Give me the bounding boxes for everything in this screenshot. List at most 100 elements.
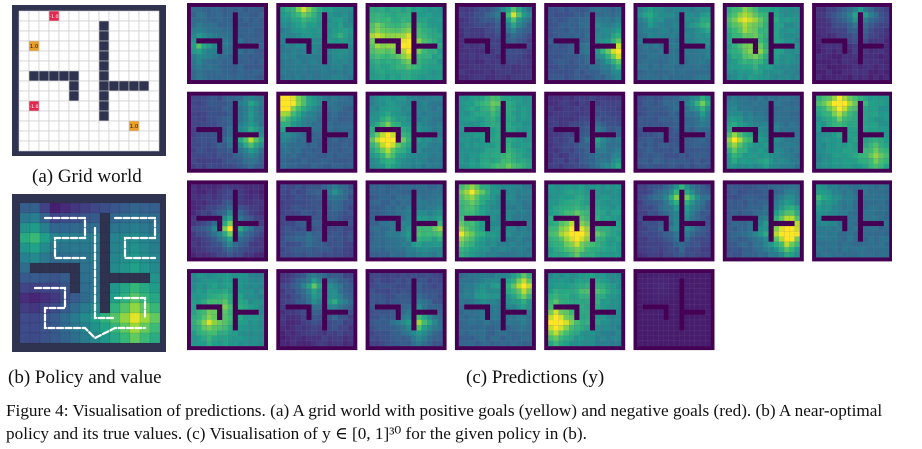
prediction-cell: [201, 194, 207, 201]
prediction-cell: [216, 158, 223, 164]
prediction-cell: [332, 199, 338, 206]
prediction-cell: [763, 205, 769, 211]
prediction-cell: [500, 241, 506, 248]
prediction-cell: [516, 236, 522, 242]
prediction-cell: [332, 194, 338, 201]
prediction-cell: [285, 231, 291, 237]
prediction-cell: [421, 158, 428, 164]
floor-cell: [118, 100, 130, 112]
prediction-cell: [847, 38, 853, 44]
prediction-cell: [526, 53, 533, 60]
prediction-cell: [405, 64, 412, 70]
prediction-cell: [747, 225, 754, 232]
prediction-cell: [374, 246, 381, 253]
prediction-cell: [526, 142, 533, 148]
prediction-cell: [726, 43, 733, 49]
prediction-cell: [206, 231, 213, 237]
prediction-cell: [400, 132, 407, 138]
prediction-cell: [374, 163, 381, 169]
prediction-cell: [405, 152, 412, 159]
prediction-cell: [469, 142, 475, 148]
wall-cell: [38, 70, 50, 82]
prediction-cell: [306, 231, 312, 237]
prediction-cell: [684, 210, 690, 216]
prediction-cell: [826, 17, 832, 23]
prediction-cell: [490, 152, 496, 159]
prediction-cell: [747, 199, 754, 206]
prediction-cell: [705, 27, 711, 34]
prediction-cell: [747, 105, 754, 112]
prediction-cell: [568, 241, 575, 248]
prediction-cell: [227, 215, 233, 222]
floor-cell: [68, 130, 80, 142]
prediction-cell: [285, 299, 291, 305]
prediction-cell: [699, 205, 706, 211]
prediction-cell: [852, 32, 858, 39]
prediction-cell: [463, 137, 470, 143]
prediction-cell: [647, 194, 654, 201]
prediction-cell: [237, 32, 244, 39]
prediction-cell: [190, 231, 197, 237]
prediction-cell: [878, 6, 885, 13]
prediction-cell: [868, 163, 874, 169]
prediction-grid: [187, 180, 268, 262]
prediction-cell: [699, 137, 706, 143]
prediction-cell: [652, 12, 659, 18]
floor-cell: [128, 30, 140, 42]
prediction-cell: [416, 38, 422, 44]
prediction-cell: [253, 325, 259, 331]
prediction-cell: [668, 105, 675, 112]
prediction-cell: [301, 163, 307, 169]
prediction-cell: [479, 48, 486, 55]
prediction-cell: [584, 17, 591, 23]
prediction-cell: [579, 210, 585, 216]
prediction-cell: [285, 105, 291, 112]
prediction-cell: [836, 27, 843, 34]
floor-cell: [78, 100, 90, 112]
prediction-cell: [316, 309, 323, 315]
prediction-cell: [574, 236, 580, 242]
prediction-cell: [726, 69, 733, 75]
prediction-cell: [847, 189, 853, 195]
prediction-cell: [878, 126, 885, 133]
prediction-cell: [731, 111, 738, 117]
prediction-cell: [342, 252, 349, 258]
floor-cell: [58, 80, 70, 92]
prediction-cell: [778, 142, 785, 148]
prediction-cell: [610, 126, 617, 133]
prediction-grid: [365, 3, 447, 84]
prediction-cell: [400, 147, 407, 154]
prediction-cell: [553, 199, 559, 206]
prediction-cell: [705, 231, 711, 237]
prediction-cell: [390, 116, 396, 122]
prediction-cell: [689, 12, 696, 18]
prediction-cell: [516, 184, 522, 190]
prediction-cell: [458, 158, 465, 164]
prediction-cell: [568, 194, 575, 201]
prediction-cell: [821, 100, 827, 107]
prediction-cell: [469, 58, 475, 65]
prediction-cell: [327, 199, 333, 206]
prediction-cell: [479, 111, 486, 117]
prediction-cell: [458, 38, 465, 44]
prediction-cell: [705, 215, 711, 222]
prediction-cell: [731, 22, 738, 29]
prediction-cell: [883, 12, 890, 18]
prediction-cell: [689, 231, 696, 237]
floor-cell: [58, 100, 70, 112]
prediction-cell: [201, 64, 207, 70]
prediction-cell: [862, 116, 869, 122]
prediction-cell: [784, 158, 790, 164]
prediction-cell: [594, 184, 601, 190]
prediction-cell: [190, 142, 197, 148]
prediction-cell: [280, 231, 286, 237]
prediction-cell: [201, 69, 207, 75]
prediction-cell: [222, 335, 228, 342]
prediction-cell: [521, 152, 527, 159]
prediction-cell: [600, 241, 606, 248]
prediction-cell: [374, 220, 381, 227]
floor-cell: [38, 130, 50, 142]
value-cell: [109, 332, 121, 344]
prediction-cell: [862, 126, 869, 133]
prediction-cell: [684, 252, 690, 258]
